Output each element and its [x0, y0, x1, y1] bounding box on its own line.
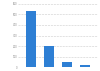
Bar: [26, 11, 36, 67]
Bar: [62, 62, 72, 67]
Bar: [80, 65, 90, 67]
Bar: [44, 46, 54, 67]
